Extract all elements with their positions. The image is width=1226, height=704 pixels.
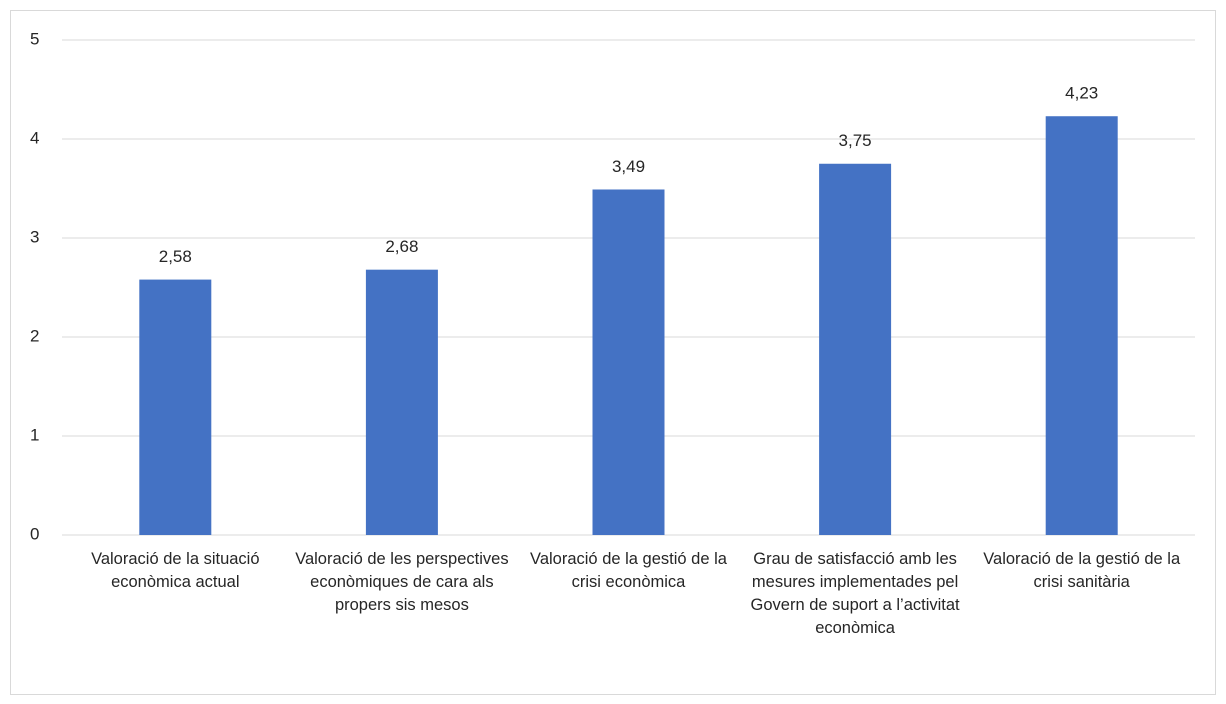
bar — [1045, 116, 1118, 535]
x-tick-label: Valoració de les perspectives econòmique… — [295, 550, 509, 614]
y-tick-label: 3 — [30, 227, 39, 246]
x-tick-label: Valoració de la gestió de la crisi sanit… — [983, 550, 1181, 591]
y-tick-label: 2 — [30, 326, 39, 345]
value-label: 3,75 — [839, 131, 872, 150]
bar — [819, 163, 892, 535]
y-tick-label: 1 — [30, 425, 39, 444]
bar — [592, 189, 665, 536]
x-tick-label: Valoració de la gestió de la crisi econò… — [530, 550, 727, 591]
x-tick-label: Grau de satisfacció amb les mesures impl… — [750, 550, 960, 637]
y-tick-label: 4 — [30, 128, 39, 147]
chart-border — [10, 10, 1216, 695]
bar — [365, 269, 438, 535]
value-label: 4,23 — [1065, 84, 1098, 103]
value-label: 2,68 — [385, 237, 418, 256]
y-tick-label: 5 — [30, 29, 39, 48]
value-label: 2,58 — [159, 247, 192, 266]
value-label: 3,49 — [612, 157, 645, 176]
y-tick-label: 0 — [30, 524, 39, 543]
bar — [139, 279, 212, 535]
x-tick-label: Valoració de la situació econòmica actua… — [91, 550, 260, 591]
